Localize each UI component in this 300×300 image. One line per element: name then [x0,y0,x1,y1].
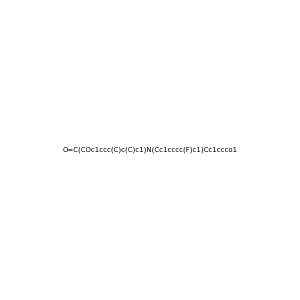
Text: O=C(COc1ccc(C)c(C)c1)N(Cc1cccc(F)c1)Cc1ccco1: O=C(COc1ccc(C)c(C)c1)N(Cc1cccc(F)c1)Cc1c… [62,147,238,153]
